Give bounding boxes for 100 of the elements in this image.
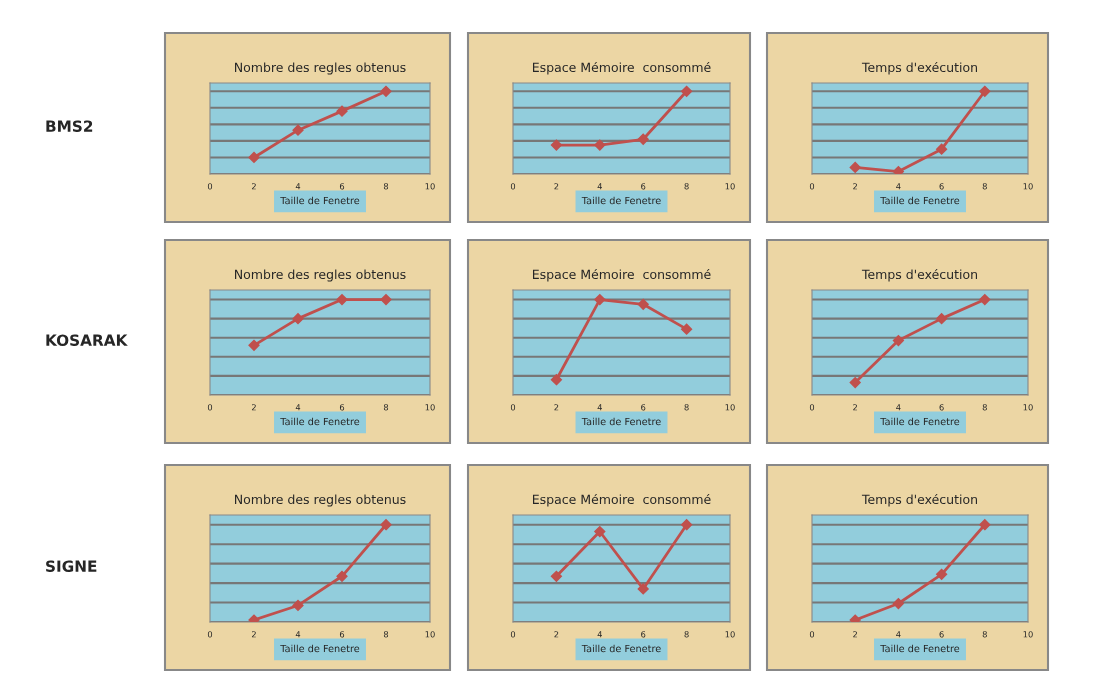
x-tick-label: 6	[339, 183, 345, 190]
point	[292, 599, 304, 612]
x-tick-label: 10	[425, 404, 435, 411]
x-tick-label: 8	[684, 631, 689, 638]
point	[849, 376, 861, 389]
x-tick-label: 0	[510, 183, 516, 190]
x-tick-label: 10	[725, 631, 735, 638]
x-tick-label: 8	[684, 183, 689, 190]
x-axis-title: Taille de Fenetre	[880, 196, 960, 205]
x-axis-title: Taille de Fenetre	[280, 417, 360, 426]
x-tick-label: 2	[554, 631, 559, 638]
chart-title: Espace Mémoire consommé	[533, 61, 711, 75]
x-tick-label: 2	[251, 631, 256, 638]
point	[248, 151, 260, 164]
x-tick-label: 6	[641, 404, 646, 411]
point	[594, 293, 606, 306]
point	[892, 334, 905, 347]
x-tick-label: 0	[809, 631, 815, 638]
x-tick-label: 0	[510, 404, 516, 411]
x-tick-label: 0	[809, 183, 815, 190]
x-tick-label: 4	[896, 404, 901, 411]
x-tick-label: 0	[207, 404, 213, 411]
point	[935, 143, 948, 155]
x-tick-label: 10	[1023, 183, 1033, 190]
x-tick-label: 0	[207, 631, 213, 638]
x-axis-title: Taille de Fenetre	[581, 644, 661, 653]
x-tick-label: 2	[853, 404, 858, 411]
x-tick-label: 4	[295, 404, 301, 411]
point	[849, 161, 861, 173]
x-axis-title: Taille de Fenetre	[581, 417, 661, 426]
point	[935, 313, 948, 325]
point	[680, 519, 693, 531]
point	[979, 85, 991, 97]
x-tick-label: 4	[597, 183, 602, 190]
point	[637, 583, 649, 595]
chart-title: Espace Mémoire consommé	[533, 493, 711, 507]
text: KOSARAK	[46, 334, 128, 346]
x-tick-label: 4	[597, 404, 602, 411]
x-tick-label: 2	[853, 183, 858, 190]
chart-title: Nombre des regles obtenus	[235, 494, 406, 507]
chart-title: Nombre des regles obtenus	[235, 269, 406, 282]
x-tick-label: 10	[725, 404, 735, 411]
x-tick-label: 8	[982, 183, 987, 190]
x-tick-label: 4	[896, 631, 901, 638]
text: BMS2	[46, 120, 93, 132]
x-tick-label: 6	[641, 183, 646, 190]
x-tick-label: 6	[939, 631, 944, 638]
point	[892, 597, 905, 610]
x-tick-label: 0	[510, 631, 516, 638]
x-tick-label: 0	[809, 404, 815, 411]
x-tick-label: 2	[853, 631, 858, 638]
x-tick-label: 10	[1023, 404, 1033, 411]
chart-title: Temps d'exécution	[861, 61, 977, 75]
chart-title: Espace Mémoire consommé	[533, 268, 711, 282]
text: SIGNE	[46, 560, 97, 572]
point	[336, 105, 348, 117]
point	[680, 323, 693, 335]
x-tick-label: 4	[896, 183, 901, 190]
x-tick-label: 8	[982, 631, 987, 638]
x-tick-label: 2	[251, 404, 256, 411]
point	[594, 525, 606, 538]
x-tick-label: 6	[641, 631, 646, 638]
point	[380, 85, 392, 97]
x-tick-label: 2	[554, 404, 559, 411]
point	[380, 519, 392, 531]
point	[550, 570, 563, 582]
x-tick-label: 8	[383, 404, 389, 411]
x-tick-label: 10	[425, 631, 435, 638]
x-tick-label: 10	[1023, 631, 1033, 638]
x-tick-label: 10	[725, 183, 735, 190]
x-tick-label: 2	[251, 183, 256, 190]
chart-title: Temps d'exécution	[861, 268, 977, 282]
x-tick-label: 10	[425, 183, 435, 190]
x-tick-label: 6	[939, 404, 944, 411]
point	[292, 124, 304, 136]
point	[550, 374, 563, 386]
x-tick-label: 2	[554, 183, 559, 190]
point	[979, 519, 991, 531]
chart-title: Temps d'exécution	[861, 493, 977, 507]
x-tick-label: 8	[383, 631, 389, 638]
x-tick-label: 6	[339, 631, 345, 638]
x-tick-label: 4	[597, 631, 602, 638]
x-tick-label: 8	[684, 404, 689, 411]
x-tick-label: 6	[939, 183, 944, 190]
x-tick-label: 4	[295, 183, 301, 190]
point	[935, 568, 948, 580]
x-axis-title: Taille de Fenetre	[280, 196, 360, 205]
x-axis-title: Taille de Fenetre	[280, 644, 360, 653]
x-tick-label: 0	[207, 183, 213, 190]
x-tick-label: 6	[339, 404, 345, 411]
chart-title: Nombre des regles obtenus	[235, 62, 406, 75]
point	[336, 570, 348, 582]
point	[637, 298, 649, 310]
x-tick-label: 4	[295, 631, 301, 638]
x-tick-label: 8	[383, 183, 389, 190]
x-axis-title: Taille de Fenetre	[880, 417, 960, 426]
x-tick-label: 8	[982, 404, 987, 411]
x-axis-title: Taille de Fenetre	[581, 196, 661, 205]
x-axis-title: Taille de Fenetre	[880, 644, 960, 653]
point	[979, 293, 991, 306]
